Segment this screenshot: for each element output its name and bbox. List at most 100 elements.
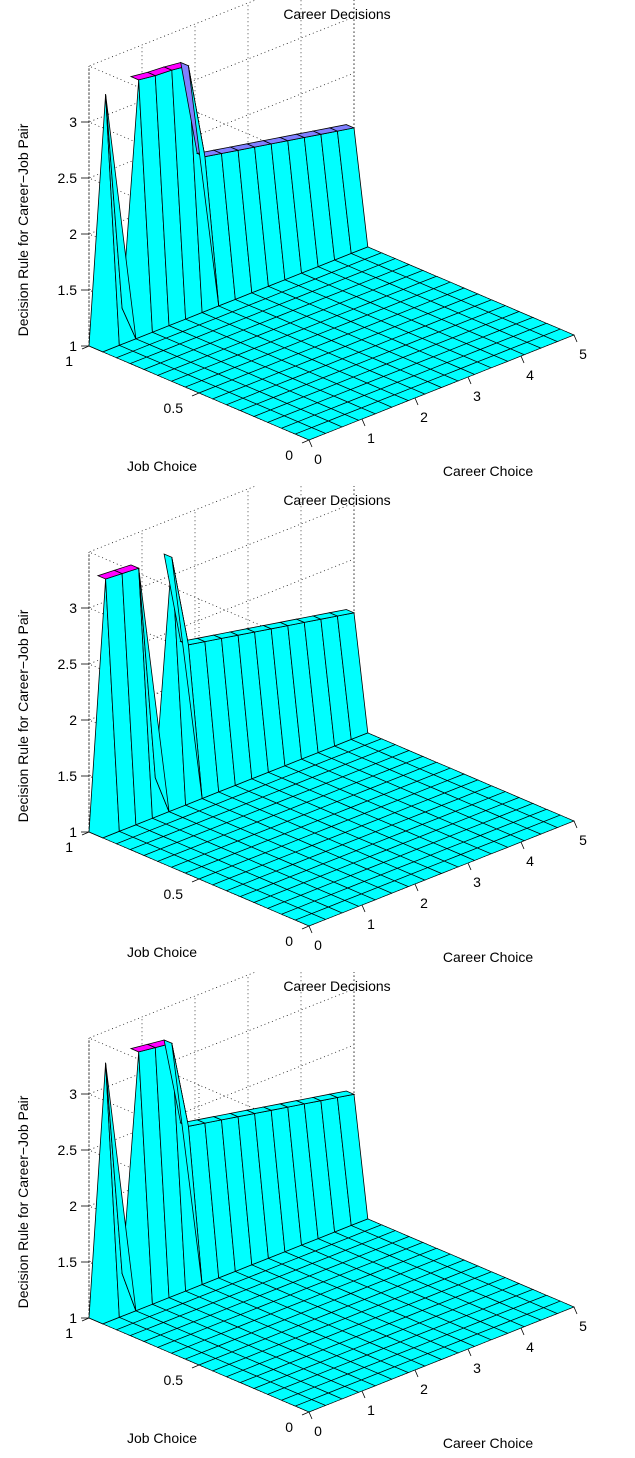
y-tick	[81, 1317, 90, 1322]
y-tick	[301, 925, 310, 930]
y-tick	[81, 345, 90, 350]
y-tick-label: 0.5	[164, 400, 184, 416]
x-tick	[467, 1348, 472, 1357]
ridge-drop-face	[105, 94, 137, 339]
ridge-drop-face	[138, 568, 170, 812]
x-tick	[520, 355, 525, 364]
ridge-drop-face	[188, 65, 220, 306]
surface-patch	[542, 1300, 575, 1314]
y-axis-label: Job Choice	[127, 944, 197, 960]
x-tick-label: 1	[367, 916, 375, 932]
y-tick	[191, 878, 200, 883]
x-tick-label: 5	[579, 832, 587, 848]
y-tick-label: 0	[285, 1419, 293, 1435]
surface-plot-3: 1 1.5 2 2.5 3 0 1 2 3 4 5 0 0.5 1 Career Decisions Jo…	[15, 972, 587, 1451]
y-tick	[301, 1411, 310, 1416]
z-tick-label: 3	[69, 1086, 77, 1102]
ridge-cap	[328, 609, 356, 617]
surface-plot-1: 1 1.5 2 2.5 3 0 1 2 3 4 5 0 0.5 1 Career Decisions Jo…	[15, 0, 587, 479]
z-tick-label: 2	[69, 226, 77, 242]
x-tick	[361, 418, 366, 427]
z-tick-label: 2.5	[58, 656, 78, 672]
x-tick-label: 3	[473, 388, 481, 404]
z-tick-label: 2	[69, 712, 77, 728]
y-tick-label: 1	[65, 839, 73, 855]
x-tick	[573, 334, 578, 343]
y-tick-label: 0	[285, 933, 293, 949]
surface-patch	[542, 814, 575, 828]
surface-plot-2: 1 1.5 2 2.5 3 0 1 2 3 4 5 0 0.5 1 Career Decisions Jo…	[15, 486, 587, 965]
ridge-cap	[328, 124, 356, 132]
x-tick	[520, 1327, 525, 1336]
x-tick-label: 2	[420, 409, 428, 425]
chart-title: Career Decisions	[283, 492, 390, 508]
z-tick-label: 1.5	[58, 282, 78, 298]
y-tick-label: 0.5	[164, 886, 184, 902]
x-tick-label: 4	[526, 853, 534, 869]
x-tick-label: 4	[526, 367, 534, 383]
chart-panel-2: 1 1.5 2 2.5 3 0 1 2 3 4 5 0 0.5 1 Career Decisions Jo…	[0, 486, 635, 972]
z-tick-label: 2.5	[58, 170, 78, 186]
x-tick	[467, 376, 472, 385]
x-tick-label: 2	[420, 895, 428, 911]
ridge-drop-face	[105, 1062, 137, 1311]
z-tick-label: 3	[69, 114, 77, 130]
ridge-cap	[113, 564, 140, 575]
z-tick-label: 1.5	[58, 768, 78, 784]
x-tick-label: 3	[473, 874, 481, 890]
ridge-drop-face	[171, 1043, 203, 1285]
surface-patch	[542, 328, 575, 342]
z-axis-label: Decision Rule for Career−Job Pair	[15, 1095, 31, 1308]
x-axis-label: Career Choice	[443, 949, 533, 965]
x-tick-label: 5	[579, 1318, 587, 1334]
chart-title: Career Decisions	[283, 978, 390, 994]
z-tick-label: 1	[69, 1310, 77, 1326]
y-tick-label: 0	[285, 447, 293, 463]
z-tick-label: 2	[69, 1198, 77, 1214]
y-tick-label: 1	[65, 353, 73, 369]
y-tick	[301, 439, 310, 444]
x-tick	[361, 1390, 366, 1399]
z-tick-label: 3	[69, 600, 77, 616]
x-tick-label: 0	[314, 937, 322, 953]
y-tick-label: 0.5	[164, 1372, 184, 1388]
y-tick	[81, 831, 90, 836]
chart-panel-3: 1 1.5 2 2.5 3 0 1 2 3 4 5 0 0.5 1 Career Decisions Jo…	[0, 972, 635, 1458]
z-axis-label: Decision Rule for Career−Job Pair	[15, 123, 31, 336]
y-tick-label: 1	[65, 1325, 73, 1341]
z-tick-label: 1	[69, 824, 77, 840]
x-tick	[308, 1411, 313, 1420]
x-tick-label: 2	[420, 1381, 428, 1397]
x-tick	[573, 1306, 578, 1315]
z-tick-label: 1.5	[58, 1254, 78, 1270]
y-axis-label: Job Choice	[127, 458, 197, 474]
z-tick-label: 2.5	[58, 1142, 78, 1158]
x-tick-label: 0	[314, 1423, 322, 1439]
x-axis-label: Career Choice	[443, 1435, 533, 1451]
x-tick	[361, 904, 366, 913]
ridge-drop-face	[171, 557, 203, 799]
x-tick	[308, 925, 313, 934]
z-axis-label: Decision Rule for Career−Job Pair	[15, 609, 31, 822]
x-tick	[573, 820, 578, 829]
x-tick-label: 0	[314, 451, 322, 467]
chart-panel-1: 1 1.5 2 2.5 3 0 1 2 3 4 5 0 0.5 1 Career Decisions Jo…	[0, 0, 635, 486]
x-tick	[467, 862, 472, 871]
x-tick	[414, 883, 419, 892]
x-tick	[520, 841, 525, 850]
ridge-cap	[328, 1090, 356, 1098]
x-axis-label: Career Choice	[443, 463, 533, 479]
x-tick-label: 3	[473, 1360, 481, 1376]
x-tick	[414, 397, 419, 406]
chart-title: Career Decisions	[283, 6, 390, 22]
x-tick-label: 1	[367, 430, 375, 446]
z-tick-label: 1	[69, 338, 77, 354]
y-tick	[191, 392, 200, 397]
y-axis-label: Job Choice	[127, 1430, 197, 1446]
x-tick-label: 4	[526, 1339, 534, 1355]
x-tick	[414, 1369, 419, 1378]
x-tick	[308, 439, 313, 448]
x-tick-label: 1	[367, 1402, 375, 1418]
y-tick	[191, 1364, 200, 1369]
